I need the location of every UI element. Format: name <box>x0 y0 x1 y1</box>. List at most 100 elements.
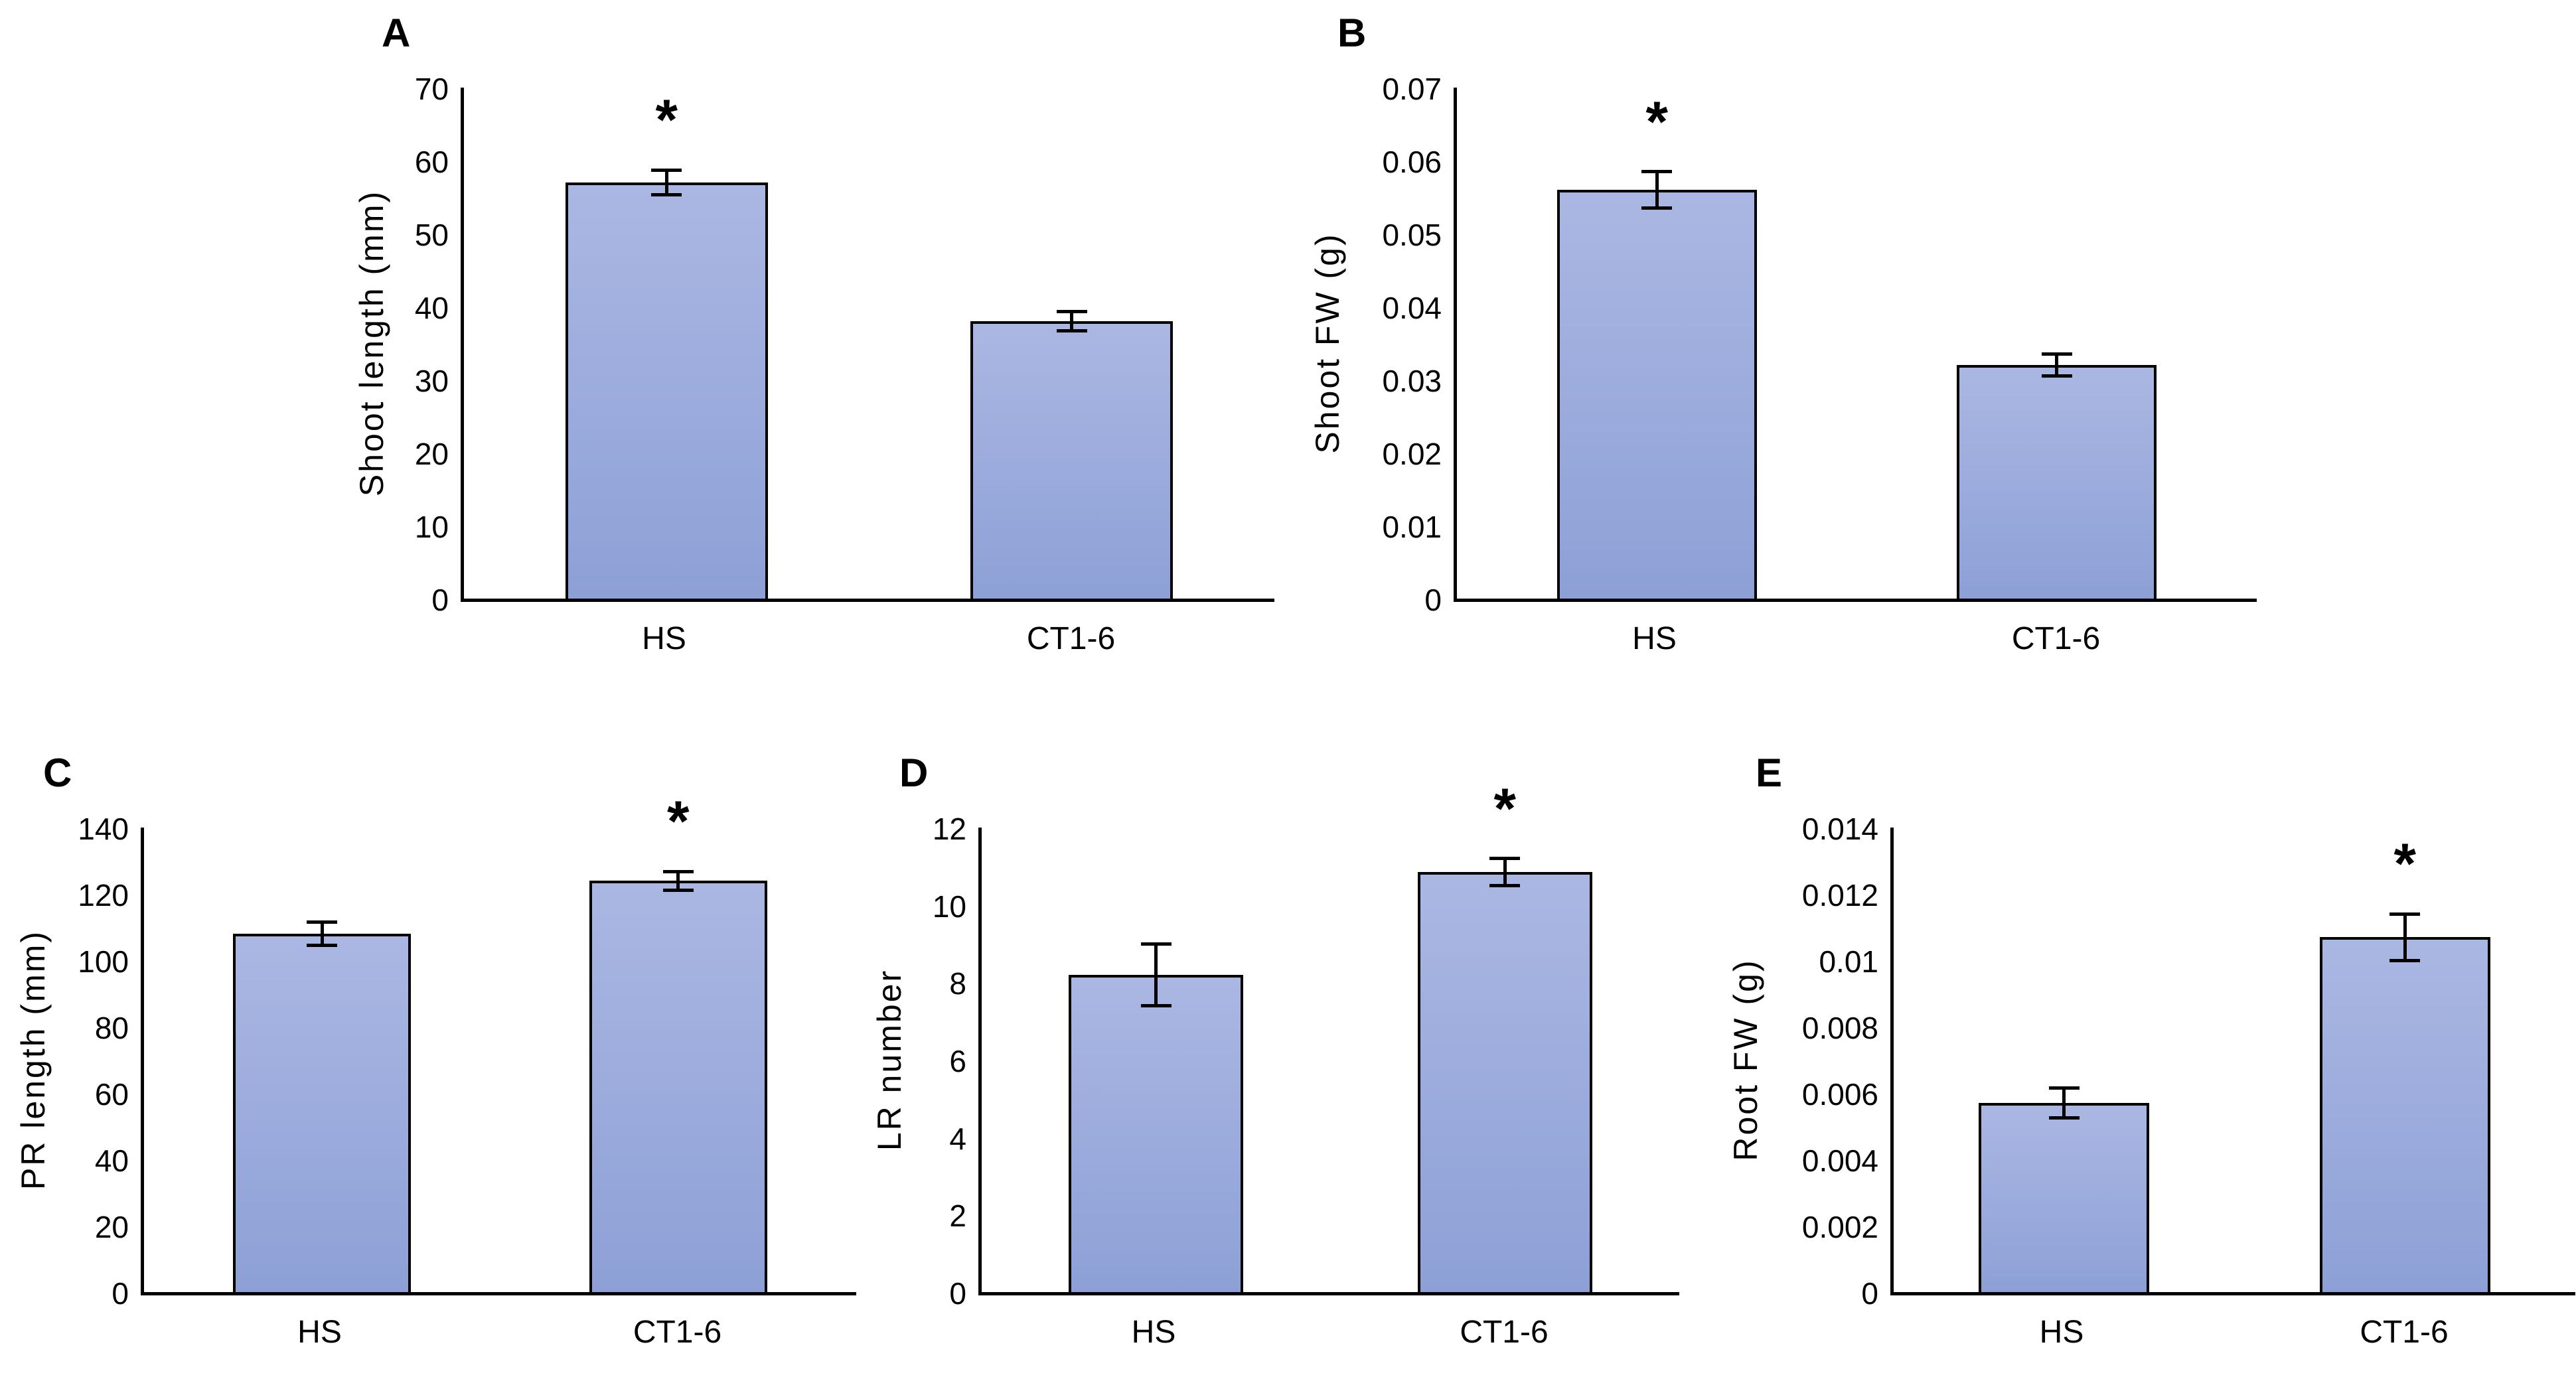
panel-lr-number: D LR number 0 2 4 6 8 10 12 * HS CT1-6 <box>863 750 1679 1355</box>
y-axis-title-wrap: LR number <box>863 828 916 1292</box>
bar-CT1-6 <box>1417 872 1592 1292</box>
error-cap-top-CT1-6 <box>2389 912 2421 916</box>
plot-area: * <box>1454 88 2257 602</box>
y-axis-title-wrap: PR length (mm) <box>7 828 60 1292</box>
x-category-labels: HS CT1-6 <box>1454 602 2257 662</box>
y-axis-title-wrap: Shoot FW (g) <box>1301 88 1354 599</box>
x-category-label-HS: HS <box>2039 1315 2084 1350</box>
error-bar-HS <box>320 922 324 946</box>
y-tick-label: 30 <box>414 364 449 398</box>
y-tick-label: 0.03 <box>1382 364 1442 398</box>
y-tick-label: 0.01 <box>1819 944 1878 979</box>
y-tick-label: 40 <box>94 1143 129 1178</box>
x-category-label-CT1-6: CT1-6 <box>1026 621 1116 656</box>
y-tick-label: 12 <box>932 812 966 846</box>
error-bar-CT1-6 <box>676 871 680 890</box>
error-cap-bottom-HS <box>307 944 338 947</box>
y-tick-label: 60 <box>414 145 449 179</box>
y-tick-label: 8 <box>949 966 966 1001</box>
panel-root-fw: E Root FW (g) 0 0.002 0.004 0.006 0.008 0.01 0… <box>1719 750 2575 1355</box>
y-tick-label: 0 <box>431 583 449 617</box>
bar-HS <box>1979 1103 2150 1292</box>
error-cap-top-HS <box>651 168 682 172</box>
y-tick-label: 140 <box>78 812 129 846</box>
y-axis-ticks: 0 20 40 60 80 100 120 140 <box>60 812 141 1311</box>
x-category-label-HS: HS <box>1632 621 1677 656</box>
y-axis-ticks: 0 0.002 0.004 0.006 0.008 0.01 0.012 0.014 <box>1772 812 1890 1311</box>
y-tick-label: 0 <box>1861 1276 1878 1311</box>
y-tick-label: 20 <box>94 1210 129 1244</box>
x-category-labels: HS CT1-6 <box>461 602 1274 662</box>
significance-asterisk-CT1-6: * <box>667 790 690 853</box>
y-tick-label: 80 <box>94 1011 129 1045</box>
x-category-labels: HS CT1-6 <box>141 1295 856 1355</box>
y-tick-label: 4 <box>949 1121 966 1156</box>
y-tick-label: 0.008 <box>1801 1011 1878 1045</box>
bar-CT1-6 <box>1957 365 2157 599</box>
error-bar-HS <box>2062 1088 2066 1118</box>
error-cap-top-HS <box>1140 942 1172 946</box>
y-axis-title: Shoot FW (g) <box>1309 232 1346 454</box>
panel-letter: B <box>1337 11 1367 55</box>
panel-pr-length: C PR length (mm) 0 20 40 60 80 100 120 140 * HS… <box>7 750 856 1355</box>
y-axis-ticks: 0 2 4 6 8 10 12 <box>916 812 978 1311</box>
bar-HS <box>1556 190 1757 599</box>
error-cap-top-CT1-6 <box>1056 310 1087 314</box>
y-tick-label: 0 <box>1424 583 1442 617</box>
bar-CT1-6 <box>589 881 767 1292</box>
x-category-labels: HS CT1-6 <box>978 1295 1679 1355</box>
y-tick-label: 0.006 <box>1801 1077 1878 1112</box>
x-category-label-CT1-6: CT1-6 <box>633 1315 722 1350</box>
y-tick-label: 40 <box>414 291 449 325</box>
plot-area: * <box>141 793 856 1295</box>
plot-area: * <box>1890 828 2575 1295</box>
error-cap-bottom-CT1-6 <box>1489 884 1521 887</box>
significance-asterisk-CT1-6: * <box>2393 832 2416 896</box>
y-tick-label: 0.04 <box>1382 291 1442 325</box>
chart-lr-number: LR number 0 2 4 6 8 10 12 * <box>863 780 1679 1311</box>
error-cap-top-CT1-6 <box>2041 352 2072 356</box>
chart-shoot-fw: Shoot FW (g) 0 0.01 0.02 0.03 0.04 0.05 0.06 0.… <box>1301 72 2257 617</box>
y-tick-label: 0.06 <box>1382 145 1442 179</box>
y-tick-label: 0 <box>112 1276 129 1311</box>
y-axis-title-wrap: Root FW (g) <box>1719 828 1772 1292</box>
plot-area: * <box>461 88 1274 602</box>
error-bar-HS <box>1655 171 1659 208</box>
y-tick-label: 0.05 <box>1382 218 1442 252</box>
error-cap-bottom-HS <box>651 193 682 197</box>
error-cap-bottom-HS <box>1641 206 1673 210</box>
bar-HS <box>233 934 412 1292</box>
y-axis-title: Root FW (g) <box>1727 958 1764 1161</box>
plot-area: * <box>978 780 1679 1295</box>
x-category-label-HS: HS <box>642 621 686 656</box>
y-axis-title: LR number <box>871 968 908 1151</box>
error-cap-top-HS <box>1641 170 1673 173</box>
y-tick-label: 0.07 <box>1382 72 1442 106</box>
y-tick-label: 70 <box>414 72 449 106</box>
error-bar-CT1-6 <box>1503 858 1507 886</box>
error-cap-bottom-HS <box>2048 1116 2080 1120</box>
significance-asterisk-HS: * <box>655 88 678 153</box>
bar-CT1-6 <box>970 321 1174 599</box>
y-tick-label: 0.002 <box>1801 1210 1878 1244</box>
x-category-label-HS: HS <box>297 1315 342 1350</box>
y-tick-label: 0.02 <box>1382 437 1442 471</box>
error-cap-bottom-CT1-6 <box>662 888 694 892</box>
y-tick-label: 10 <box>414 510 449 544</box>
error-cap-top-CT1-6 <box>662 869 694 873</box>
error-cap-top-HS <box>2048 1086 2080 1090</box>
error-bar-CT1-6 <box>1070 311 1074 331</box>
y-tick-label: 2 <box>949 1199 966 1234</box>
chart-shoot-length: Shoot length (mm) 0 10 20 30 40 50 60 70 * <box>345 72 1274 617</box>
panel-letter: A <box>382 11 412 55</box>
significance-asterisk-HS: * <box>1645 90 1668 154</box>
error-cap-bottom-CT1-6 <box>2041 374 2072 378</box>
y-tick-label: 20 <box>414 437 449 471</box>
y-tick-label: 0.014 <box>1801 812 1878 846</box>
y-axis-title-wrap: Shoot length (mm) <box>345 88 398 599</box>
error-cap-bottom-CT1-6 <box>1056 328 1087 332</box>
x-category-label-HS: HS <box>1131 1315 1176 1350</box>
y-tick-label: 100 <box>78 944 129 979</box>
error-cap-bottom-HS <box>1140 1003 1172 1007</box>
